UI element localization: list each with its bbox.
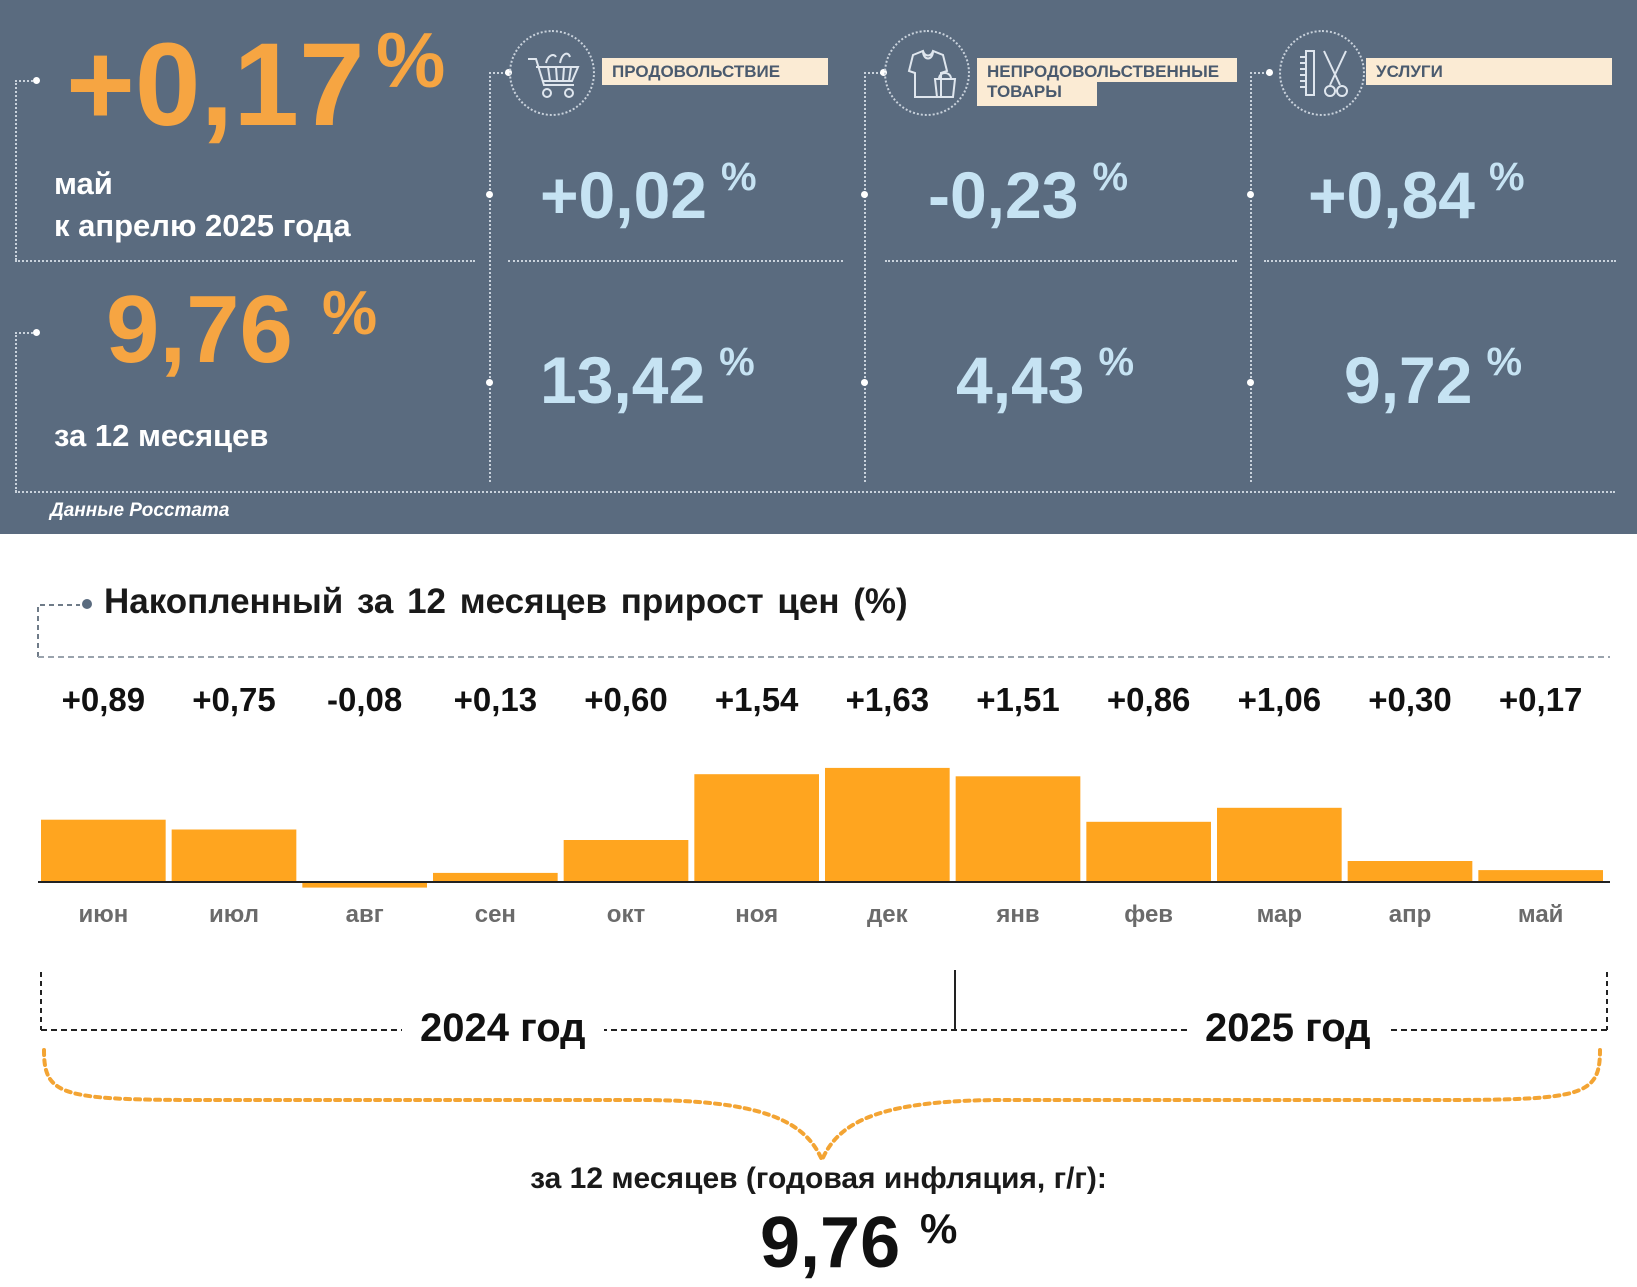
nonfood-annual-number: 4,43 [956, 343, 1085, 417]
value-label-апр: +0,30 [1368, 681, 1452, 718]
annual-inflation-total: 9,76 [760, 1203, 901, 1283]
nonfood-monthly-number: -0,23 [928, 158, 1079, 232]
monthly-change-unit: % [376, 16, 446, 104]
annual-inflation-unit: % [322, 279, 378, 348]
connector-dot [505, 69, 512, 76]
food-annual-unit: % [719, 340, 755, 384]
value-label-май: +0,17 [1499, 681, 1583, 718]
annual-inflation-value: 9,76 [106, 276, 293, 383]
category-label-nonfood: НЕПРОДОВОЛЬСТВЕННЫЕ ТОВАРЫ [977, 58, 1237, 106]
connector-dot [1266, 69, 1273, 76]
monthly-period-line2: к апрелю 2025 года [54, 208, 351, 243]
services-monthly-value: +0,84% [1308, 155, 1525, 233]
value-label-фев: +0,86 [1107, 681, 1191, 718]
connector-dot [1247, 191, 1254, 198]
monthly-period-line1: май [54, 166, 113, 201]
bar-июл [171, 829, 297, 882]
value-label-ноя: +1,54 [715, 681, 799, 718]
bar-апр [1347, 861, 1473, 882]
category-label-июн: июн [78, 901, 128, 928]
year-label-2025: 2025 год [1187, 1006, 1389, 1051]
food-monthly-number: +0,02 [540, 158, 707, 232]
year-label-2024: 2024 год [402, 1006, 604, 1051]
category-label-food: ПРОДОВОЛЬСТВИЕ [602, 58, 828, 85]
value-label-янв: +1,51 [976, 681, 1060, 718]
bar-фев [1086, 821, 1211, 882]
nonfood-annual-unit: % [1098, 340, 1135, 384]
bar-дек [825, 767, 950, 882]
shopping-cart-icon [528, 52, 580, 98]
annual-inflation-caption: за 12 месяцев (годовая инфляция, г/г): [530, 1162, 1107, 1195]
category-label-фев: фев [1124, 901, 1173, 928]
food-icon-circle [509, 30, 595, 116]
connector-dot [486, 191, 493, 198]
nonfood-monthly-unit: % [1092, 155, 1129, 199]
category-label-nonfood-line1: НЕПРОДОВОЛЬСТВЕННЫЕ [977, 58, 1237, 82]
category-label-июл: июл [209, 901, 259, 928]
bar-июн [41, 819, 166, 882]
category-label-services: УСЛУГИ [1366, 58, 1612, 85]
food-monthly-value: +0,02% [540, 155, 757, 233]
monthly-change-value: +0,17 [66, 19, 365, 151]
value-label-сен: +0,13 [454, 681, 538, 718]
category-label-янв: янв [995, 901, 1039, 928]
nonfood-annual-value: 4,43% [956, 340, 1134, 418]
category-label-nonfood-line2: ТОВАРЫ [977, 82, 1097, 106]
food-monthly-unit: % [721, 155, 757, 199]
connector-dot [880, 69, 887, 76]
value-label-мар: +1,06 [1238, 681, 1322, 718]
chart-title: Накопленный за 12 месяцев прирост цен (%… [104, 582, 908, 621]
value-label-окт: +0,60 [584, 681, 668, 718]
connector-dot [486, 379, 493, 386]
title-bracket [37, 604, 80, 657]
services-monthly-unit: % [1489, 155, 1525, 199]
summary-panel: +0,17 % май к апрелю 2025 года 9,76 % за… [0, 0, 1637, 534]
bar-май [1478, 870, 1603, 882]
bar-сен [433, 872, 558, 882]
nonfood-icon-circle [884, 30, 970, 116]
category-label-май: май [1518, 901, 1564, 928]
services-annual-unit: % [1486, 340, 1523, 384]
connector-dot [1247, 379, 1254, 386]
bars-layer [41, 767, 1603, 888]
bar-авг [302, 882, 427, 888]
services-monthly-number: +0,84 [1308, 158, 1475, 232]
annual-inflation-total-unit: % [920, 1205, 958, 1252]
category-label-авг: авг [346, 901, 384, 928]
bar-окт [563, 840, 689, 882]
category-label-дек: дек [867, 901, 909, 928]
food-annual-number: 13,42 [540, 343, 706, 417]
connector-dot [33, 329, 40, 336]
connector-dot [33, 77, 40, 84]
value-label-авг: -0,08 [327, 681, 402, 718]
services-annual-number: 9,72 [1344, 343, 1473, 417]
data-source-note: Данные Росстата [50, 500, 230, 521]
value-label-июн: +0,89 [62, 681, 146, 718]
connector-dot [861, 379, 868, 386]
services-icon-circle [1279, 30, 1365, 116]
connector-dot [861, 191, 868, 198]
bar-ноя [694, 774, 819, 882]
value-label-июл: +0,75 [192, 681, 276, 718]
bar-янв [955, 776, 1081, 882]
category-label-сен: сен [475, 901, 516, 928]
value-label-дек: +1,63 [846, 681, 930, 718]
bar-мар [1217, 807, 1342, 882]
category-label-апр: апр [1389, 901, 1432, 928]
labels-layer: +0,89 июн +0,75 июл -0,08 авг +0,13 сен +0,60 окт… [62, 681, 1583, 928]
clothing-icon [907, 49, 957, 98]
annual-period-label: за 12 месяцев [54, 418, 269, 453]
title-bullet [82, 599, 92, 609]
category-label-мар: мар [1257, 901, 1302, 928]
category-label-ноя: ноя [735, 901, 778, 928]
food-annual-value: 13,42% [540, 340, 755, 418]
nonfood-monthly-value: -0,23% [928, 155, 1128, 233]
comb-scissors-icon [1300, 50, 1348, 97]
annual-brace [42, 1048, 1602, 1166]
services-annual-value: 9,72% [1344, 340, 1522, 418]
category-label-окт: окт [607, 901, 646, 928]
